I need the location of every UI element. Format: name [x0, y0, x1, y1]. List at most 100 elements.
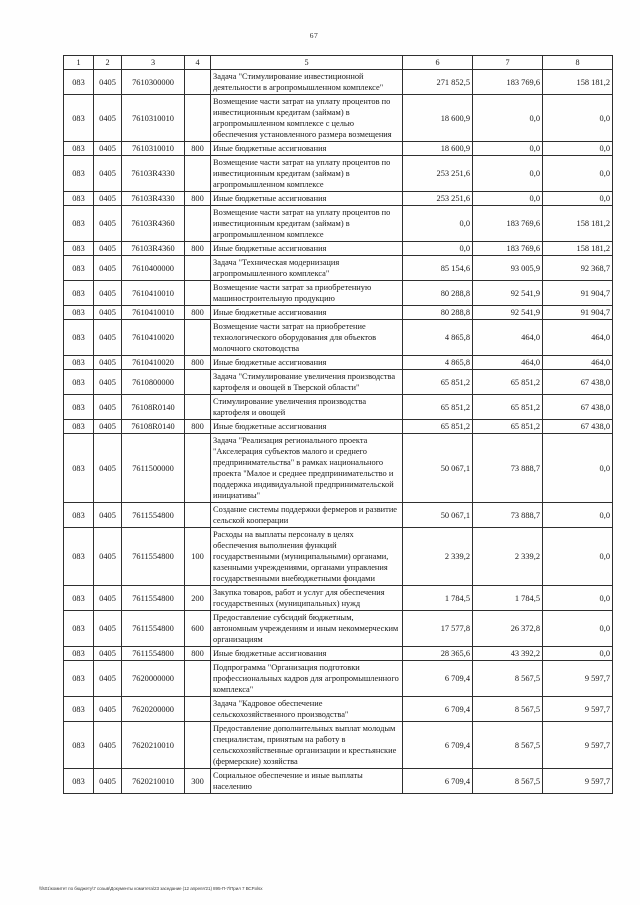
cell-expense-type-code: 800	[184, 191, 211, 206]
table-row: 083 0405 76103R4360 800 Иные бюджетные а…	[63, 241, 613, 256]
cell-section-code: 0405	[93, 394, 122, 420]
cell-amount-col6: 28 365,6	[402, 646, 473, 661]
cell-grbs-code: 083	[63, 241, 94, 256]
cell-description: Задача "Реализация регионального проекта…	[210, 433, 403, 503]
table-row: 083 0405 7610300000 Задача "Стимулирован…	[63, 69, 613, 95]
cell-expense-type-code	[184, 155, 211, 192]
cell-grbs-code: 083	[63, 696, 94, 722]
cell-amount-col7: 65 851,2	[472, 369, 543, 395]
cell-amount-col7: 0,0	[472, 141, 543, 156]
column-header-4: 4	[184, 55, 211, 70]
table-row: 083 0405 7610310010 Возмещение части зат…	[63, 94, 613, 142]
cell-section-code: 0405	[93, 646, 122, 661]
cell-grbs-code: 083	[63, 319, 94, 356]
cell-amount-col7: 1 784,5	[472, 585, 543, 611]
table-row: 083 0405 7611554800 600 Предоставление с…	[63, 610, 613, 647]
cell-expense-type-code: 800	[184, 355, 211, 370]
cell-target-article-code: 76103R4330	[121, 155, 185, 192]
cell-description: Иные бюджетные ассигнования	[210, 419, 403, 434]
cell-description: Возмещение части затрат на уплату процен…	[210, 155, 403, 192]
cell-description: Иные бюджетные ассигнования	[210, 241, 403, 256]
table-row: 083 0405 7610410020 Возмещение части зат…	[63, 319, 613, 356]
cell-grbs-code: 083	[63, 433, 94, 503]
cell-section-code: 0405	[93, 191, 122, 206]
cell-grbs-code: 083	[63, 355, 94, 370]
cell-target-article-code: 7620210010	[121, 768, 185, 794]
cell-description: Иные бюджетные ассигнования	[210, 646, 403, 661]
cell-amount-col8: 464,0	[542, 355, 613, 370]
cell-expense-type-code	[184, 280, 211, 306]
cell-amount-col8: 9 597,7	[542, 696, 613, 722]
table-body: 083 0405 7610300000 Задача "Стимулирован…	[63, 69, 613, 794]
cell-amount-col7: 183 769,6	[472, 69, 543, 95]
cell-amount-col6: 18 600,9	[402, 141, 473, 156]
column-header-1: 1	[63, 55, 94, 70]
table-row: 083 0405 7620000000 Подпрограмма "Органи…	[63, 660, 613, 697]
table-row: 083 0405 7611554800 Создание системы под…	[63, 502, 613, 528]
table-row: 083 0405 7620210010 300 Социальное обесп…	[63, 768, 613, 794]
cell-amount-col7: 0,0	[472, 155, 543, 192]
table-row: 083 0405 7611554800 800 Иные бюджетные а…	[63, 646, 613, 661]
cell-amount-col7: 8 567,5	[472, 696, 543, 722]
cell-expense-type-code	[184, 369, 211, 395]
cell-amount-col7: 73 888,7	[472, 433, 543, 503]
cell-amount-col7: 8 567,5	[472, 768, 543, 794]
cell-target-article-code: 7620210010	[121, 721, 185, 769]
cell-amount-col6: 1 784,5	[402, 585, 473, 611]
cell-target-article-code: 7610310010	[121, 94, 185, 142]
cell-amount-col8: 67 438,0	[542, 394, 613, 420]
cell-target-article-code: 7610300000	[121, 69, 185, 95]
cell-amount-col6: 50 067,1	[402, 433, 473, 503]
cell-amount-col6: 85 154,6	[402, 255, 473, 281]
cell-amount-col8: 0,0	[542, 141, 613, 156]
column-header-2: 2	[93, 55, 122, 70]
cell-amount-col8: 9 597,7	[542, 721, 613, 769]
cell-amount-col6: 6 709,4	[402, 721, 473, 769]
cell-amount-col7: 26 372,8	[472, 610, 543, 647]
cell-amount-col8: 67 438,0	[542, 369, 613, 395]
cell-section-code: 0405	[93, 527, 122, 586]
cell-amount-col8: 0,0	[542, 646, 613, 661]
cell-target-article-code: 7620000000	[121, 660, 185, 697]
cell-amount-col8: 67 438,0	[542, 419, 613, 434]
cell-grbs-code: 083	[63, 280, 94, 306]
table-row: 083 0405 7610400000 Задача "Техническая …	[63, 255, 613, 281]
cell-amount-col8: 0,0	[542, 585, 613, 611]
column-number-row: 1 2 3 4 5 6 7 8	[63, 55, 613, 70]
table-row: 083 0405 76103R4360 Возмещение части зат…	[63, 205, 613, 242]
cell-amount-col6: 2 339,2	[402, 527, 473, 586]
cell-description: Социальное обеспечение и иные выплаты на…	[210, 768, 403, 794]
cell-section-code: 0405	[93, 502, 122, 528]
cell-target-article-code: 7611554800	[121, 646, 185, 661]
cell-amount-col6: 4 865,8	[402, 319, 473, 356]
cell-grbs-code: 083	[63, 660, 94, 697]
cell-section-code: 0405	[93, 155, 122, 192]
cell-expense-type-code: 800	[184, 305, 211, 320]
cell-amount-col8: 0,0	[542, 191, 613, 206]
cell-amount-col6: 80 288,8	[402, 305, 473, 320]
cell-grbs-code: 083	[63, 205, 94, 242]
cell-section-code: 0405	[93, 696, 122, 722]
cell-amount-col7: 8 567,5	[472, 721, 543, 769]
table-row: 083 0405 7611500000 Задача "Реализация р…	[63, 433, 613, 503]
cell-amount-col7: 92 541,9	[472, 305, 543, 320]
cell-section-code: 0405	[93, 141, 122, 156]
cell-grbs-code: 083	[63, 419, 94, 434]
cell-amount-col6: 65 851,2	[402, 369, 473, 395]
cell-description: Иные бюджетные ассигнования	[210, 305, 403, 320]
cell-amount-col8: 0,0	[542, 610, 613, 647]
table-row: 083 0405 76108R0140 Стимулирование увели…	[63, 394, 613, 420]
cell-description: Предоставление дополнительных выплат мол…	[210, 721, 403, 769]
file-path: \\fs01\комитет по бюджету\7 созыв\Докуме…	[39, 886, 263, 891]
cell-amount-col8: 158 181,2	[542, 205, 613, 242]
cell-description: Иные бюджетные ассигнования	[210, 191, 403, 206]
cell-target-article-code: 7611554800	[121, 610, 185, 647]
cell-amount-col6: 65 851,2	[402, 419, 473, 434]
cell-amount-col6: 253 251,6	[402, 191, 473, 206]
cell-target-article-code: 76108R0140	[121, 394, 185, 420]
table-row: 083 0405 7610410010 Возмещение части зат…	[63, 280, 613, 306]
cell-expense-type-code	[184, 319, 211, 356]
cell-section-code: 0405	[93, 355, 122, 370]
cell-grbs-code: 083	[63, 527, 94, 586]
table-row: 083 0405 76103R4330 Возмещение части зат…	[63, 155, 613, 192]
